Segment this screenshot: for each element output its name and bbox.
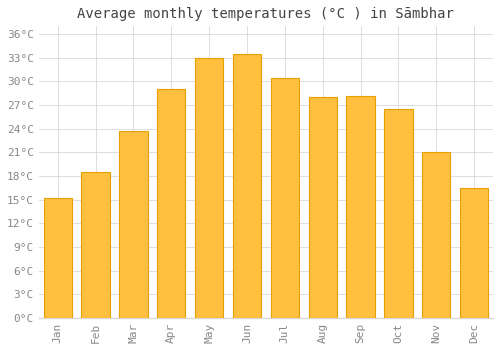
Bar [157, 89, 186, 318]
Bar [384, 109, 412, 318]
Title: Average monthly temperatures (°C ) in Sāmbhar: Average monthly temperatures (°C ) in Sā… [78, 7, 454, 21]
Bar [119, 131, 148, 318]
Bar [346, 96, 375, 318]
Bar [308, 97, 337, 318]
Bar [82, 172, 110, 318]
Bar [195, 58, 224, 318]
Bar [44, 198, 72, 318]
Bar [233, 54, 261, 318]
Bar [270, 77, 299, 318]
Bar [460, 188, 488, 318]
Bar [422, 152, 450, 318]
